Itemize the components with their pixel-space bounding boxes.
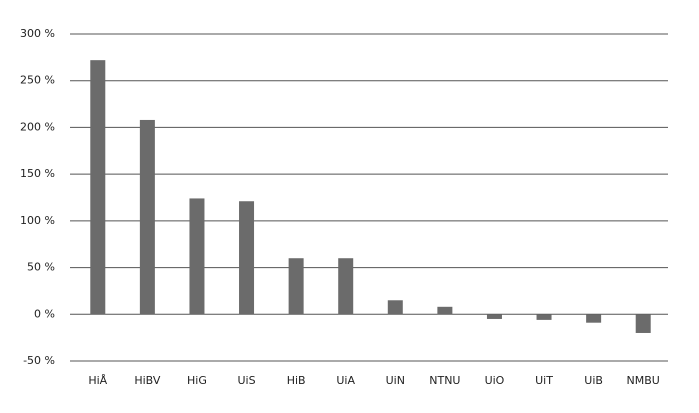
bar (387, 300, 403, 315)
y-tick-label: -50 % (23, 354, 55, 367)
x-tick-label: UiS (237, 374, 255, 387)
bar (139, 119, 155, 315)
x-tick-label: UiO (485, 374, 505, 387)
y-tick-label: 50 % (27, 261, 55, 274)
x-tick-label: HiÅ (88, 374, 107, 387)
bar (288, 258, 304, 315)
bar (437, 306, 453, 315)
x-tick-label: UiA (336, 374, 355, 387)
bar (635, 314, 651, 333)
y-tick-label: 0 % (34, 307, 55, 320)
x-tick-label: HiB (287, 374, 306, 387)
bar (536, 314, 552, 320)
x-tick-label: NMBU (627, 374, 660, 387)
y-tick-label: 150 % (20, 167, 55, 180)
x-tick-label: HiG (187, 374, 207, 387)
bar (189, 198, 205, 315)
x-tick-label: UiN (386, 374, 405, 387)
x-tick-label: UiT (535, 374, 553, 387)
x-tick-label: HiBV (134, 374, 161, 387)
y-tick-label: 100 % (20, 214, 55, 227)
y-tick-label: 200 % (20, 120, 55, 133)
bar (338, 258, 354, 315)
y-tick-label: 300 % (20, 27, 55, 40)
bar (239, 201, 255, 315)
x-tick-label: NTNU (429, 374, 460, 387)
bar (586, 314, 602, 323)
bar (486, 314, 502, 319)
y-tick-label: 250 % (20, 74, 55, 87)
x-tick-label: UiB (584, 374, 603, 387)
bar (90, 60, 106, 315)
